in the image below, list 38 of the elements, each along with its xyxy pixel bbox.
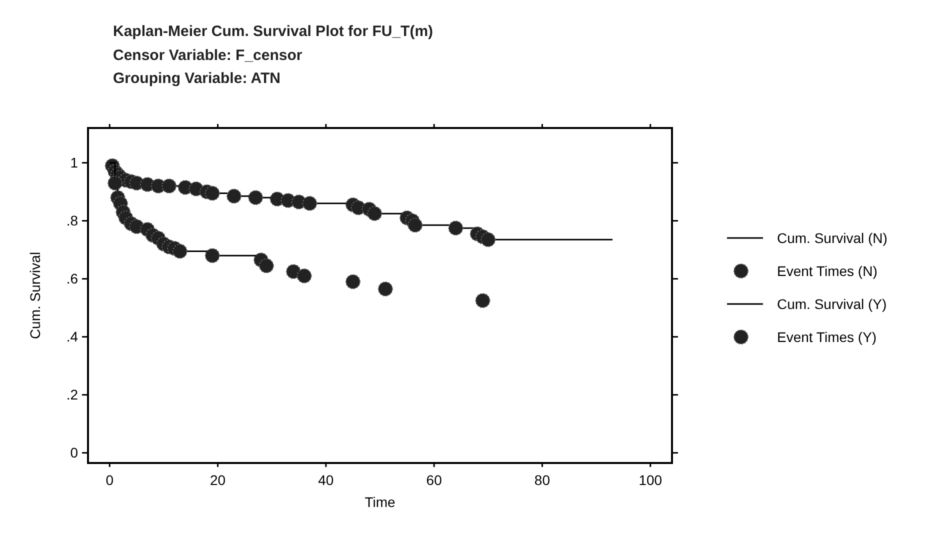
y-tick-label: 1 bbox=[70, 154, 78, 171]
point bbox=[258, 258, 274, 274]
x-tick-label: 40 bbox=[318, 472, 334, 488]
legend-label: Cum. Survival (N) bbox=[777, 230, 888, 246]
legend-label: Event Times (N) bbox=[777, 262, 878, 279]
legend-label: Event Times (Y) bbox=[777, 328, 877, 345]
point bbox=[108, 176, 123, 191]
legend-label: Cum. Survival (Y) bbox=[777, 296, 887, 312]
point bbox=[475, 293, 490, 308]
x-tick-label: 20 bbox=[210, 472, 226, 488]
chart-subtitle: Censor Variable: F_censor Grouping Variable: ATN bbox=[113, 47, 302, 87]
point bbox=[226, 188, 242, 204]
x-tick-label: 60 bbox=[426, 472, 442, 488]
x-axis-title: Time bbox=[364, 494, 396, 510]
y-tick-label: .8 bbox=[66, 212, 78, 229]
point bbox=[162, 178, 177, 194]
x-tick-label: 0 bbox=[106, 472, 114, 488]
chart-title: Kaplan-Meier Cum. Survival Plot for FU_T(m) bbox=[113, 23, 434, 40]
y-tick-label: 0 bbox=[70, 444, 78, 461]
point bbox=[408, 218, 423, 233]
point bbox=[204, 186, 220, 201]
point bbox=[367, 206, 382, 222]
point bbox=[302, 196, 318, 211]
x-tick-label: 100 bbox=[638, 472, 662, 488]
point bbox=[296, 268, 312, 284]
point bbox=[204, 248, 220, 264]
x-tick-label: 80 bbox=[534, 472, 550, 488]
point bbox=[172, 244, 188, 259]
point bbox=[345, 274, 360, 290]
point bbox=[480, 232, 496, 248]
point bbox=[286, 264, 301, 280]
point bbox=[248, 190, 264, 206]
point bbox=[378, 281, 393, 296]
y-tick-label: .6 bbox=[66, 270, 78, 287]
y-tick-label: .4 bbox=[66, 328, 78, 345]
y-axis-title: Cum. Survival bbox=[27, 252, 43, 340]
y-tick-label: .2 bbox=[66, 386, 78, 403]
point bbox=[448, 220, 464, 236]
